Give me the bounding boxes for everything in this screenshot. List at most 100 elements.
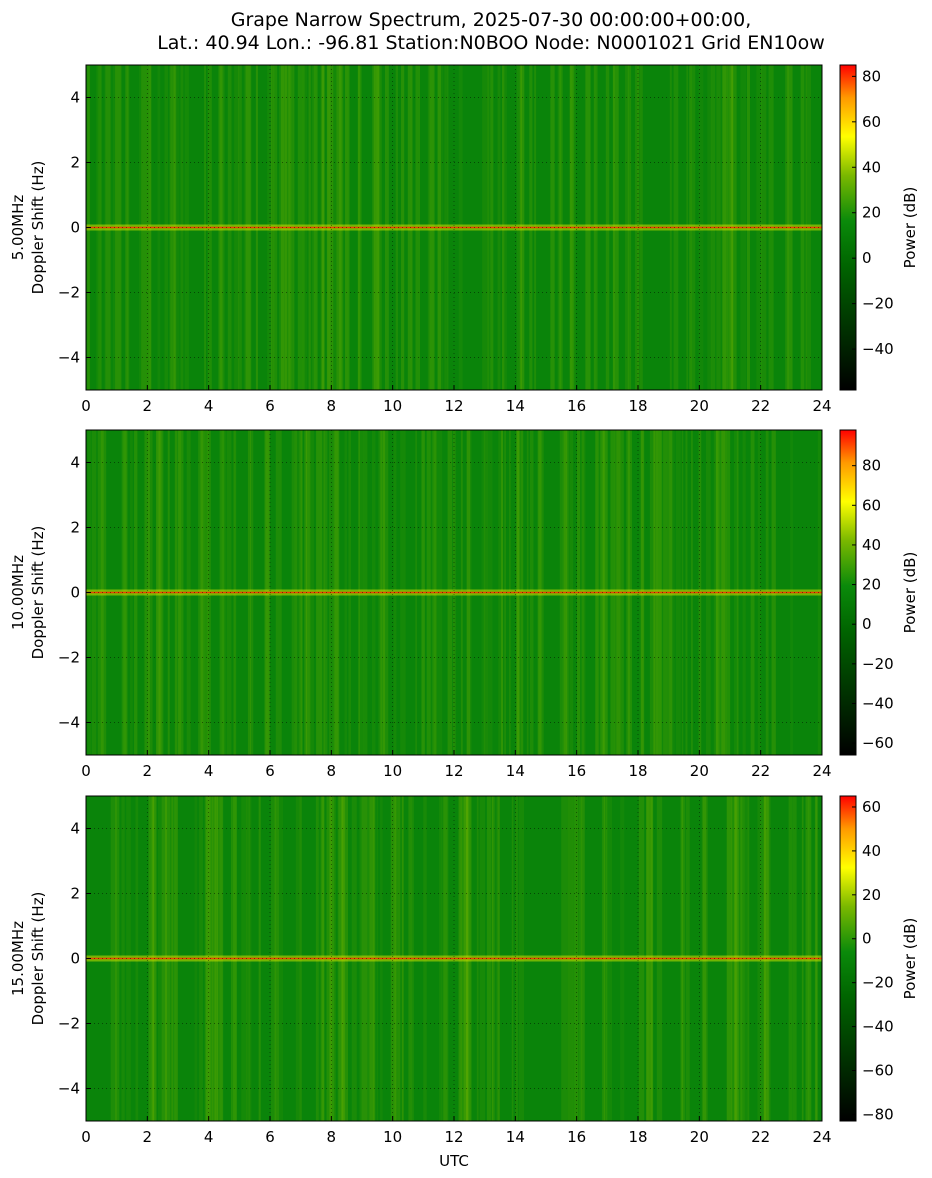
x-tick-label: 8 xyxy=(327,397,337,415)
x-tick-label: 14 xyxy=(506,1128,525,1146)
grid xyxy=(85,796,823,1121)
colorbar-tick-label: 60 xyxy=(862,798,881,816)
y-tick-label: 2 xyxy=(70,154,80,172)
frequency-label: 10.00MHz xyxy=(9,555,27,630)
colorbar-label: Power (dB) xyxy=(901,918,919,1000)
x-tick-label: 6 xyxy=(265,397,275,415)
grid xyxy=(85,430,823,755)
colorbar-tick-label: 40 xyxy=(862,536,881,554)
colorbar-tick-label: −60 xyxy=(862,734,894,752)
x-tick-label: 14 xyxy=(506,762,525,780)
x-tick-label: 0 xyxy=(81,397,91,415)
colorbar-tick-label: −20 xyxy=(862,295,894,313)
x-tick-label: 10 xyxy=(383,1128,402,1146)
x-tick-label: 12 xyxy=(444,1128,463,1146)
colorbar: 80 60 40 20 0 −20 −40 −60 Power (dB) xyxy=(839,429,919,756)
y-axis-label: Doppler Shift (Hz) xyxy=(29,526,47,660)
x-tick-label: 20 xyxy=(690,762,709,780)
colorbar-tick-label: 60 xyxy=(862,113,881,131)
colorbar: 80 60 40 20 0 −20 −40 Power (dB) xyxy=(839,64,919,391)
grid xyxy=(85,65,823,390)
y-tick-label: −2 xyxy=(58,284,80,302)
x-tick-label: 16 xyxy=(567,397,586,415)
colorbar-tick-label: 40 xyxy=(862,842,881,860)
x-tick-label: 16 xyxy=(567,762,586,780)
y-tick-label: 0 xyxy=(70,219,80,237)
colorbar-gradient xyxy=(839,64,857,391)
x-tick-label: 24 xyxy=(812,397,831,415)
colorbar-label: Power (dB) xyxy=(901,552,919,634)
y-axis-label: Doppler Shift (Hz) xyxy=(29,161,47,295)
x-tick-label: 2 xyxy=(143,397,153,415)
x-tick-label: 24 xyxy=(812,762,831,780)
x-tick-label: 2 xyxy=(143,1128,153,1146)
colorbar-tick-label: 20 xyxy=(862,204,881,222)
y-tick-label: 4 xyxy=(70,89,80,107)
x-axis-label: UTC xyxy=(439,1152,469,1170)
colorbar-tick-label: −60 xyxy=(862,1061,894,1079)
x-tick-label: 8 xyxy=(327,762,337,780)
y-tick-label: 2 xyxy=(70,885,80,903)
colorbar-gradient xyxy=(839,429,857,756)
y-tick-label: −4 xyxy=(58,1080,80,1098)
y-tick-label: 4 xyxy=(70,454,80,472)
x-tick-label: 10 xyxy=(383,762,402,780)
colorbar-tick-label: −20 xyxy=(862,655,894,673)
colorbar-tick-label: 20 xyxy=(862,576,881,594)
colorbar-tick-label: 0 xyxy=(862,930,872,948)
colorbar: 60 40 20 0 −20 −40 −60 −80 Power (dB) xyxy=(839,795,919,1123)
x-tick-label: 4 xyxy=(204,762,214,780)
x-tick-label: 0 xyxy=(81,762,91,780)
x-tick-label: 20 xyxy=(690,1128,709,1146)
colorbar-tick-label: 0 xyxy=(862,615,872,633)
x-tick-label: 22 xyxy=(751,397,770,415)
colorbar-tick-label: −20 xyxy=(862,974,894,992)
x-tick-label: 6 xyxy=(265,762,275,780)
x-tick-label: 12 xyxy=(444,762,463,780)
colorbar-tick-label: −40 xyxy=(862,1018,894,1036)
x-tick-label: 18 xyxy=(628,1128,647,1146)
y-tick-label: 2 xyxy=(70,519,80,537)
x-tick-label: 8 xyxy=(327,1128,337,1146)
y-tick-label: −2 xyxy=(58,649,80,667)
colorbar-tick-label: 0 xyxy=(862,249,872,267)
x-tick-label: 16 xyxy=(567,1128,586,1146)
y-tick-label: 4 xyxy=(70,820,80,838)
colorbar-tick-label: 60 xyxy=(862,496,881,514)
x-tick-label: 4 xyxy=(204,1128,214,1146)
y-tick-label: 0 xyxy=(70,584,80,602)
colorbar-tick-label: −80 xyxy=(862,1105,894,1123)
colorbar-tick-label: −40 xyxy=(862,694,894,712)
frequency-label: 5.00MHz xyxy=(9,195,27,261)
x-tick-label: 22 xyxy=(751,1128,770,1146)
x-tick-label: 10 xyxy=(383,397,402,415)
x-tick-label: 18 xyxy=(628,762,647,780)
colorbar-tick-label: 20 xyxy=(862,886,881,904)
x-tick-label: 2 xyxy=(143,762,153,780)
frequency-label: 15.00MHz xyxy=(9,921,27,996)
x-tick-label: 14 xyxy=(506,397,525,415)
x-tick-label: 20 xyxy=(690,397,709,415)
x-tick-label: 22 xyxy=(751,762,770,780)
colorbar-tick-label: 80 xyxy=(862,457,881,475)
x-tick-label: 4 xyxy=(204,397,214,415)
x-tick-label: 6 xyxy=(265,1128,275,1146)
y-tick-label: −2 xyxy=(58,1015,80,1033)
colorbar-tick-label: 40 xyxy=(862,158,881,176)
title-line-2: Lat.: 40.94 Lon.: -96.81 Station:N0BOO N… xyxy=(157,32,825,54)
y-axis-label: Doppler Shift (Hz) xyxy=(29,892,47,1026)
x-tick-label: 24 xyxy=(812,1128,831,1146)
x-tick-label: 18 xyxy=(628,397,647,415)
x-tick-label: 12 xyxy=(444,397,463,415)
y-tick-label: −4 xyxy=(58,714,80,732)
y-tick-label: 0 xyxy=(70,950,80,968)
y-tick-label: −4 xyxy=(58,349,80,367)
colorbar-tick-label: 80 xyxy=(862,67,881,85)
colorbar-tick-label: −40 xyxy=(862,340,894,358)
x-tick-label: 0 xyxy=(81,1128,91,1146)
